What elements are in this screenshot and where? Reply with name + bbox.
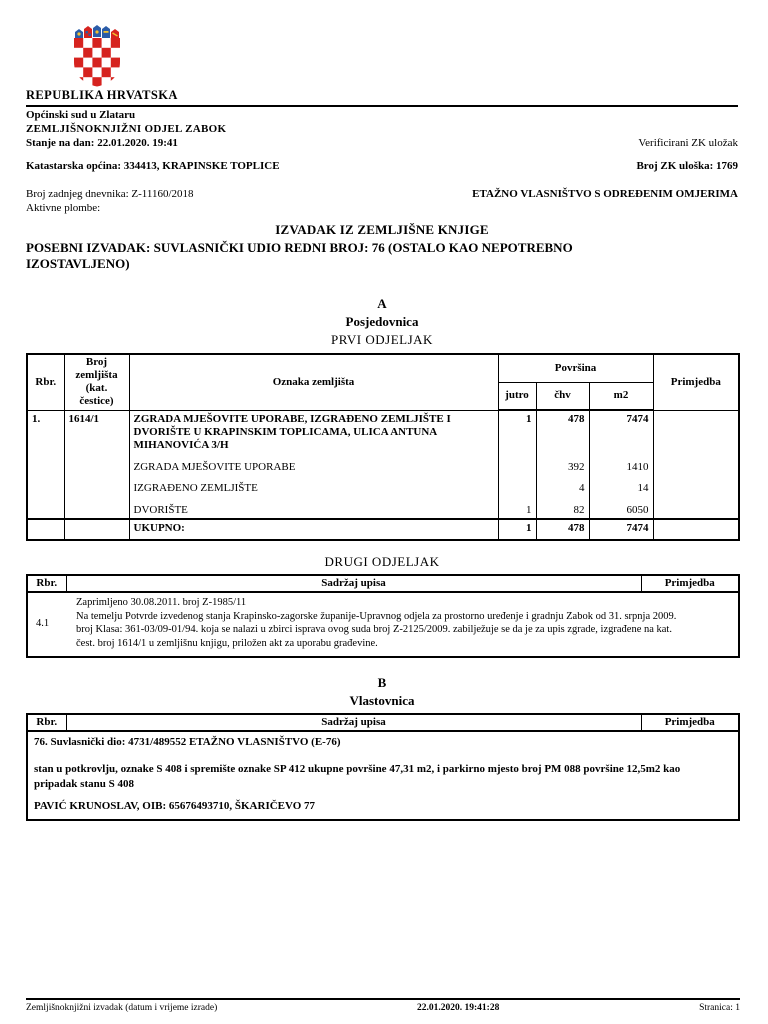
cell-rbr (26, 496, 65, 520)
col-header-remark: Primjedba (640, 713, 740, 733)
court-name: Općinski sud u Zlataru (26, 109, 136, 121)
cadastral-row: Katastarska općina: 334413, KRAPINSKE TO… (26, 160, 738, 174)
zk-folio-number: Broj ZK uloška: 1769 (636, 160, 738, 173)
cadastral-municipality: Katastarska općina: 334413, KRAPINSKE TO… (26, 160, 280, 173)
entry-received-line: Zaprimljeno 30.08.2011. broj Z-1985/11 (76, 596, 247, 608)
document-title: IZVADAK IZ ZEMLJIŠNE KNJIGE (275, 221, 489, 237)
cell-chv: 478 (535, 410, 590, 454)
footer-page-number: Stranica: 1 (699, 1003, 740, 1013)
table-total-row: UKUPNO: 1 478 7474 (26, 518, 740, 540)
journal-row: Broj zadnjeg dnevnika: Z-11160/2018 ETAŽ… (26, 188, 738, 202)
cell-remark (652, 475, 740, 497)
cell-land-designation: IZGRAĐENO ZEMLJIŠTE (128, 475, 499, 497)
section-a-name: Posjedovnica (345, 313, 419, 329)
cell-chv: 82 (535, 496, 590, 520)
unit-description-line: stan u potkrovlju, oznake S 408 i spremi… (34, 763, 681, 791)
total-label: UKUPNO: (128, 518, 499, 540)
section-a-heading: A Posjedovnica PRVI ODJELJAK (26, 295, 738, 349)
table-row: DVORIŠTE 1 82 6050 (26, 496, 740, 520)
footer-generation-timestamp: 22.01.2020. 19:41:28 (417, 1003, 500, 1013)
possession-sheet-table: Rbr. Broj zemljišta (kat. čestice) Oznak… (26, 352, 741, 541)
cell-jutro (497, 475, 537, 497)
col-header-m2: m2 (588, 381, 654, 412)
col-header-parcel-number: Broj zemljišta (kat. čestice) (63, 353, 130, 411)
second-section-title: DRUGI ODJELJAK (324, 553, 440, 569)
col-header-jutro: jutro (497, 381, 537, 412)
cell-parcel-number: 1614/1 (63, 410, 130, 454)
cell-m2: 14 (588, 475, 654, 497)
entry-number: 4.1 (36, 617, 50, 629)
col-header-remark: Primjedba (640, 574, 740, 593)
cell-remark (652, 410, 740, 454)
active-seals-row: Aktivne plombe: (26, 202, 738, 216)
cell-land-designation: DVORIŠTE (128, 496, 499, 520)
entry-body-cell: 76. Suvlasnički dio: 4731/489552 ETAŽNO … (27, 730, 739, 820)
cell-m2: 6050 (588, 496, 654, 520)
col-header-rbr: Rbr. (26, 353, 65, 411)
state-date: Stanje na dan: 22.01.2020. 19:41 (26, 136, 178, 149)
croatia-coat-of-arms-icon (74, 25, 120, 87)
ownership-sheet-table: Rbr. Sadržaj upisa Primjedba 76. Suvlasn… (26, 713, 740, 821)
total-chv: 478 (535, 518, 590, 540)
table-row: 1. 1614/1 ZGRADA MJEŠOVITE UPORABE, IZGR… (26, 410, 740, 454)
cell-parcel-number (63, 453, 130, 476)
special-extract-title: POSEBNI IZVADAK: SUVLASNIČKI UDIO REDNI … (26, 239, 573, 272)
table-row: 4.1 Zaprimljeno 30.08.2011. broj Z-1985/… (27, 590, 739, 658)
cell-rbr (26, 475, 65, 497)
cell-land-designation: ZGRADA MJEŠOVITE UPORABE (128, 453, 499, 476)
active-seals-label: Aktivne plombe: (26, 201, 101, 214)
cell-parcel-number (63, 496, 130, 520)
col-header-rbr: Rbr. (26, 713, 67, 733)
last-journal-number: Broj zadnjeg dnevnika: Z-11160/2018 (26, 188, 194, 200)
verified-label: Verificirani ZK uložak (638, 136, 738, 149)
section-b-name: Vlastovnica (349, 692, 415, 708)
footer-document-type: Zemljišnoknjižni izvadak (datum i vrijem… (26, 1003, 218, 1013)
col-header-rbr: Rbr. (26, 574, 67, 593)
col-header-entry-content: Sadržaj upisa (65, 713, 642, 733)
table-row: 76. Suvlasnički dio: 4731/489552 ETAŽNO … (27, 730, 739, 820)
col-header-land-designation: Oznaka zemljišta (128, 353, 499, 411)
cell-land-designation: ZGRADA MJEŠOVITE UPORABE, IZGRAĐENO ZEML… (128, 410, 499, 454)
cell-jutro (497, 453, 537, 476)
cell-chv: 4 (535, 475, 590, 497)
col-header-chv: čhv (535, 381, 590, 412)
cell-remark (652, 518, 740, 540)
cell-rbr: 1. (26, 410, 65, 454)
entry-body-text: Na temelju Potvrde izvedenog stanja Krap… (76, 610, 677, 650)
section-a-letter: A (377, 296, 387, 312)
co-ownership-share-line: 76. Suvlasnički dio: 4731/489552 ETAŽNO … (34, 736, 341, 749)
cell-jutro: 1 (497, 496, 537, 520)
total-jutro: 1 (497, 518, 537, 540)
col-header-entry-content: Sadržaj upisa (65, 574, 642, 593)
table-row: ZGRADA MJEŠOVITE UPORABE 392 1410 (26, 453, 740, 476)
cell-remark (652, 453, 740, 476)
section-b-heading: B Vlastovnica (26, 674, 738, 709)
state-date-row: Stanje na dan: 22.01.2020. 19:41 Verific… (26, 137, 738, 151)
col-header-area-group: Površina (497, 353, 654, 383)
cell-jutro: 1 (497, 410, 537, 454)
ownership-type: ETAŽNO VLASNIŠTVO S ODREĐENIM OMJERIMA (472, 188, 738, 200)
second-section-table: Rbr. Sadržaj upisa Primjedba 4.1 Zapriml… (26, 573, 740, 659)
table-row: IZGRAĐENO ZEMLJIŠTE 4 14 (26, 475, 740, 497)
department-name: ZEMLJIŠNOKNJIŽNI ODJEL ZABOK (26, 122, 227, 135)
cell-rbr (26, 453, 65, 476)
cell-parcel-number (63, 518, 130, 540)
cell-parcel-number (63, 475, 130, 497)
page-footer: Zemljišnoknjižni izvadak (datum i vrijem… (26, 998, 740, 1013)
total-m2: 7474 (588, 518, 654, 540)
entry-body-cell: 4.1 Zaprimljeno 30.08.2011. broj Z-1985/… (27, 590, 739, 658)
section-b-letter: B (377, 675, 387, 691)
col-header-remark: Primjedba (652, 353, 740, 411)
section-a-subtitle: PRVI ODJELJAK (331, 332, 433, 348)
cell-chv: 392 (535, 453, 590, 476)
country-title: REPUBLIKA HRVATSKA (26, 88, 738, 107)
cell-rbr (26, 518, 65, 540)
cell-m2: 7474 (588, 410, 654, 454)
owner-line: PAVIĆ KRUNOSLAV, OIB: 65676493710, ŠKARI… (34, 799, 316, 812)
cell-remark (652, 496, 740, 520)
cell-m2: 1410 (588, 453, 654, 476)
